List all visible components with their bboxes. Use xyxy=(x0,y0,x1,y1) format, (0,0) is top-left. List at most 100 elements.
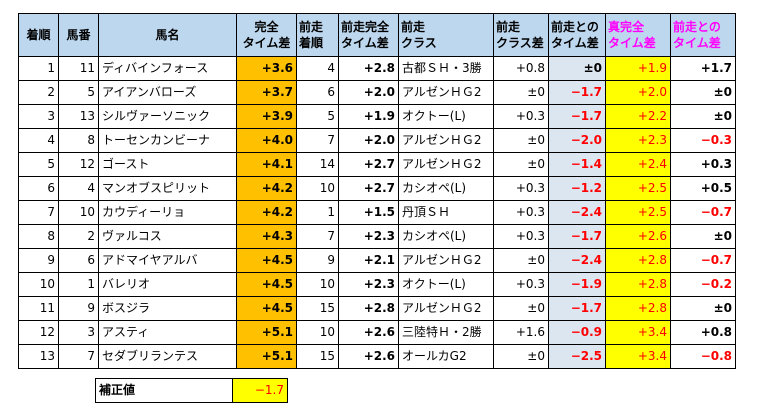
header-name: 馬名 xyxy=(98,13,237,57)
cell-number: 8 xyxy=(58,128,99,153)
cell-class-diff: +0.3 xyxy=(493,104,549,129)
cell-horse-name: アドマイヤアルバ xyxy=(98,248,237,273)
cell-class-diff: +0.3 xyxy=(493,224,549,249)
cell-horse-name: ボスジラ xyxy=(98,296,237,321)
header-rank: 着順 xyxy=(18,13,59,57)
cell-rank: 6 xyxy=(18,176,59,201)
cell-horse-name: セダブリランテス xyxy=(98,344,237,369)
cell-class-diff: ±0 xyxy=(493,296,549,321)
header-shin-kanzen: 真完全 タイム差 xyxy=(605,13,671,57)
cell-shin-kanzen: +2.0 xyxy=(605,80,671,105)
cell-class-diff: ±0 xyxy=(493,248,549,273)
cell-rank: 12 xyxy=(18,320,59,345)
cell-class-diff: ±0 xyxy=(493,344,549,369)
cell-zenso-rank: 10 xyxy=(296,176,339,201)
cell-zenso-timediff: −1.7 xyxy=(548,296,606,321)
cell-zenso-class: オクトー(L) xyxy=(398,272,494,297)
cell-horse-name: カウディーリョ xyxy=(98,200,237,225)
cell-rank: 11 xyxy=(18,296,59,321)
table-row: 3 13 シルヴァーソニック +3.9 5 +1.9 オクトー(L) +0.3 −1.7 +2.2… xyxy=(18,104,736,129)
cell-zenso-kanzen: +2.3 xyxy=(338,272,399,297)
cell-class-diff: +0.8 xyxy=(493,56,549,81)
cell-zenso-kanzen: +1.5 xyxy=(338,200,399,225)
cell-horse-name: シルヴァーソニック xyxy=(98,104,237,129)
cell-zenso-timediff: −1.2 xyxy=(548,176,606,201)
cell-zenso-rank: 6 xyxy=(296,80,339,105)
table-row: 1 11 ディバインフォース +3.6 4 +2.8 古都ＳＨ・3勝 +0.8 ±0 +1.9 +1… xyxy=(18,56,736,81)
cell-horse-name: ディバインフォース xyxy=(98,56,237,81)
cell-zenso-class: アルゼンＨＧ2 xyxy=(398,80,494,105)
cell-number: 5 xyxy=(58,80,99,105)
cell-zenso-kanzen: +2.8 xyxy=(338,56,399,81)
cell-zenso-kanzen: +2.7 xyxy=(338,176,399,201)
cell-number: 9 xyxy=(58,296,99,321)
cell-zenso-rank: 15 xyxy=(296,344,339,369)
table-row: 4 8 トーセンカンビーナ +4.0 7 +2.0 アルゼンＨＧ2 ±0 −2.0 +2.3 −0.… xyxy=(18,128,736,153)
cell-shin-kanzen: +2.2 xyxy=(605,104,671,129)
cell-zenso-timediff: −2.4 xyxy=(548,200,606,225)
cell-zenso-class: カシオペ(L) xyxy=(398,224,494,249)
header-row: 着順 馬番 馬名 完全 タイム差 前走 着順 前走完全 タイム差 前走 クラス 前走 クラ… xyxy=(18,13,736,57)
cell-kanzen-timediff: +4.3 xyxy=(236,224,297,249)
correction-value: −1.7 xyxy=(232,378,288,403)
table-row: 11 9 ボスジラ +4.5 15 +2.8 アルゼンＨＧ2 ±0 −1.7 +2.8 ±0 xyxy=(18,296,736,321)
cell-zenso-rank: 5 xyxy=(296,104,339,129)
cell-zenso-rank: 7 xyxy=(296,128,339,153)
cell-zenso-kanzen: +2.3 xyxy=(338,224,399,249)
cell-zenso-kanzen: +2.7 xyxy=(338,152,399,177)
cell-rank: 2 xyxy=(18,80,59,105)
cell-rank: 7 xyxy=(18,200,59,225)
cell-rank: 9 xyxy=(18,248,59,273)
cell-shin-kanzen: +2.8 xyxy=(605,272,671,297)
cell-kanzen-timediff: +5.1 xyxy=(236,344,297,369)
cell-zenso-rank: 9 xyxy=(296,248,339,273)
correction-row: 補正値 −1.7 xyxy=(95,378,288,403)
cell-zenso-diff2: −0.7 xyxy=(670,248,736,273)
table-row: 5 12 ゴースト +4.1 14 +2.7 アルゼンＨＧ2 ±0 −1.4 +2.4 +0.3 xyxy=(18,152,736,177)
cell-rank: 3 xyxy=(18,104,59,129)
header-zenso-timediff: 前走との タイム差 xyxy=(548,13,606,57)
results-table: 着順 馬番 馬名 完全 タイム差 前走 着順 前走完全 タイム差 前走 クラス 前走 クラ… xyxy=(18,13,736,369)
cell-zenso-timediff: −2.5 xyxy=(548,344,606,369)
cell-zenso-timediff: −1.7 xyxy=(548,224,606,249)
cell-shin-kanzen: +2.5 xyxy=(605,176,671,201)
table-row: 9 6 アドマイヤアルバ +4.5 9 +2.1 アルゼンＨＧ2 ±0 −2.4 +2.8 −0.7 xyxy=(18,248,736,273)
cell-number: 7 xyxy=(58,344,99,369)
cell-shin-kanzen: +2.8 xyxy=(605,248,671,273)
cell-zenso-rank: 10 xyxy=(296,272,339,297)
correction-table: 補正値 −1.7 xyxy=(95,378,288,403)
cell-zenso-diff2: −0.2 xyxy=(670,272,736,297)
cell-number: 6 xyxy=(58,248,99,273)
cell-zenso-timediff: −1.7 xyxy=(548,104,606,129)
cell-shin-kanzen: +3.4 xyxy=(605,320,671,345)
cell-zenso-diff2: ±0 xyxy=(670,224,736,249)
cell-horse-name: アスティ xyxy=(98,320,237,345)
table-row: 7 10 カウディーリョ +4.2 1 +1.5 丹頂ＳＨ +0.3 −2.4 +2.5 −0.7 xyxy=(18,200,736,225)
cell-number: 10 xyxy=(58,200,99,225)
header-class-diff: 前走 クラス差 xyxy=(493,13,549,57)
cell-rank: 5 xyxy=(18,152,59,177)
cell-rank: 4 xyxy=(18,128,59,153)
cell-rank: 8 xyxy=(18,224,59,249)
table-row: 13 7 セダブリランテス +5.1 15 +2.6 オールカG2 ±0 −2.5 +3.4 −0.… xyxy=(18,344,736,369)
cell-zenso-diff2: −0.3 xyxy=(670,128,736,153)
cell-zenso-diff2: −0.7 xyxy=(670,200,736,225)
cell-zenso-kanzen: +2.0 xyxy=(338,80,399,105)
cell-shin-kanzen: +3.4 xyxy=(605,344,671,369)
correction-label: 補正値 xyxy=(95,378,233,403)
cell-number: 2 xyxy=(58,224,99,249)
cell-number: 1 xyxy=(58,272,99,297)
cell-horse-name: トーセンカンビーナ xyxy=(98,128,237,153)
cell-zenso-class: 丹頂ＳＨ xyxy=(398,200,494,225)
cell-number: 3 xyxy=(58,320,99,345)
cell-shin-kanzen: +2.6 xyxy=(605,224,671,249)
header-zenso-rank: 前走 着順 xyxy=(296,13,339,57)
table-row: 10 1 バレリオ +4.5 10 +2.3 オクトー(L) +0.3 −1.9 +2.8 −0.2 xyxy=(18,272,736,297)
cell-rank: 10 xyxy=(18,272,59,297)
cell-zenso-class: オールカG2 xyxy=(398,344,494,369)
table-row: 2 5 アイアンバローズ +3.7 6 +2.0 アルゼンＨＧ2 ±0 −1.7 +2.0 ±0 xyxy=(18,80,736,105)
cell-kanzen-timediff: +5.1 xyxy=(236,320,297,345)
table-row: 8 2 ヴァルコス +4.3 7 +2.3 カシオペ(L) +0.3 −1.7 +2.6 ±0 xyxy=(18,224,736,249)
cell-zenso-kanzen: +2.6 xyxy=(338,320,399,345)
cell-shin-kanzen: +2.8 xyxy=(605,296,671,321)
